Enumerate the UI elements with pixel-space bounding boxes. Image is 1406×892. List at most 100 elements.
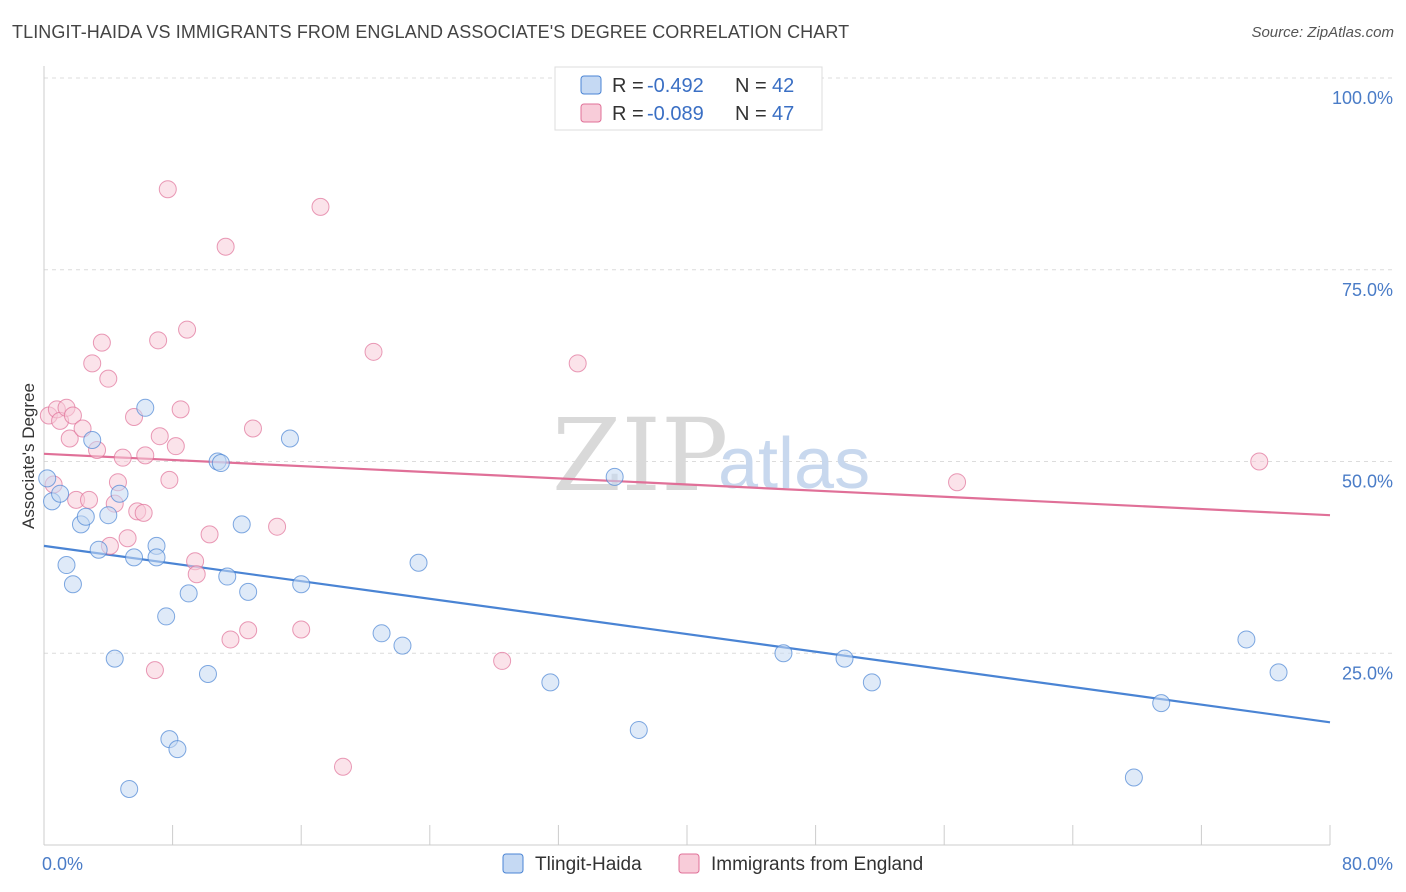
legend-r-value-england: -0.089	[647, 103, 704, 125]
point-tlingit-39	[1152, 694, 1171, 713]
point-tlingit-4	[63, 575, 82, 594]
point-england-25	[150, 427, 169, 446]
point-england-26	[158, 180, 177, 199]
point-england-22	[136, 446, 155, 465]
series-legend-swatch-tlingit	[502, 853, 524, 874]
y-axis-label: Associate's Degree	[19, 383, 38, 529]
point-tlingit-8	[89, 540, 108, 559]
trend-line-tlingit	[43, 544, 1331, 724]
legend-n-value-england: 47	[772, 103, 794, 125]
series-legend-label-tlingit: Tlingit-Haida	[535, 854, 642, 875]
point-tlingit-25	[232, 515, 251, 534]
point-england-9	[80, 490, 99, 509]
point-england-13	[99, 369, 118, 388]
y-tick-label-3: 25.0%	[1342, 663, 1393, 683]
point-tlingit-41	[1269, 663, 1288, 682]
point-tlingit-35	[774, 644, 793, 663]
point-england-8	[73, 419, 92, 438]
gridlines	[44, 77, 1392, 654]
point-tlingit-14	[136, 398, 155, 417]
x-tick-label-min: 0.0%	[42, 854, 83, 874]
legend-swatch-tlingit	[580, 75, 602, 95]
series-legend-label-england: Immigrants from England	[711, 854, 923, 875]
point-tlingit-10	[105, 649, 124, 668]
point-tlingit-27	[280, 429, 299, 448]
point-tlingit-31	[409, 553, 428, 572]
point-england-36	[239, 621, 258, 640]
legend-n-label-england: N =	[735, 103, 767, 125]
point-england-21	[134, 503, 153, 522]
point-tlingit-36	[835, 649, 854, 668]
point-tlingit-33	[605, 467, 624, 486]
point-tlingit-9	[99, 506, 118, 525]
point-england-24	[149, 331, 168, 350]
point-tlingit-32	[541, 673, 560, 692]
source-label: Source: ZipAtlas.com	[1251, 24, 1394, 41]
point-tlingit-6	[76, 507, 95, 526]
point-england-44	[568, 354, 587, 373]
point-england-30	[178, 320, 197, 339]
point-tlingit-12	[120, 780, 139, 799]
point-tlingit-30	[393, 636, 412, 655]
y-tick-label-0: 100.0%	[1332, 88, 1393, 108]
point-tlingit-2	[51, 484, 70, 503]
y-tick-label-1: 75.0%	[1342, 280, 1393, 300]
point-tlingit-29	[372, 624, 391, 643]
legend-r-label-england: R =	[612, 103, 644, 125]
legend-swatch-england	[580, 103, 602, 123]
y-tick-label-2: 50.0%	[1342, 472, 1393, 492]
point-england-28	[166, 437, 185, 456]
point-england-27	[160, 470, 179, 489]
point-tlingit-16	[147, 548, 166, 567]
point-england-43	[493, 651, 512, 670]
point-tlingit-13	[125, 548, 144, 567]
point-tlingit-37	[862, 673, 881, 692]
point-tlingit-28	[292, 575, 311, 594]
point-england-29	[171, 400, 190, 419]
y-tick-labels: 100.0% 75.0% 50.0% 25.0%	[1332, 88, 1393, 683]
point-tlingit-17	[157, 607, 176, 626]
point-england-41	[333, 757, 352, 776]
axes	[43, 66, 1331, 846]
point-tlingit-38	[1124, 768, 1143, 787]
chart-title: TLINGIT-HAIDA VS IMMIGRANTS FROM ENGLAND…	[12, 22, 850, 42]
point-tlingit-11	[110, 484, 129, 503]
point-england-17	[113, 448, 132, 467]
series-legend: Tlingit-Haida Immigrants from England	[502, 853, 923, 875]
point-tlingit-40	[1237, 630, 1256, 649]
legend-n-label-tlingit: N =	[735, 75, 767, 97]
stats-legend: R = -0.492 N = 42 R = -0.089 N = 47	[554, 66, 823, 131]
point-england-38	[268, 517, 287, 536]
point-england-33	[200, 525, 219, 544]
point-tlingit-0	[38, 469, 57, 488]
watermark-zip: ZIP	[552, 397, 728, 514]
point-england-40	[311, 197, 330, 216]
series-legend-swatch-england	[678, 853, 700, 874]
point-england-32	[187, 565, 206, 584]
trend-line-england	[43, 452, 1331, 517]
point-tlingit-24	[218, 567, 237, 586]
legend-n-value-tlingit: 42	[772, 75, 794, 97]
point-england-35	[221, 630, 240, 649]
point-england-23	[145, 661, 164, 680]
x-tick-label-max: 80.0%	[1342, 854, 1393, 874]
data-points	[38, 180, 1288, 799]
legend-r-label-tlingit: R =	[612, 75, 644, 97]
point-england-6	[63, 406, 82, 425]
point-england-46	[1250, 452, 1269, 471]
point-england-18	[118, 529, 137, 548]
point-england-39	[292, 620, 311, 639]
point-tlingit-23	[211, 454, 230, 473]
point-tlingit-21	[198, 664, 217, 683]
point-england-12	[92, 333, 111, 352]
point-tlingit-20	[179, 584, 198, 603]
point-england-10	[83, 354, 102, 373]
point-tlingit-3	[57, 556, 76, 575]
point-tlingit-7	[83, 431, 102, 450]
point-england-45	[948, 473, 967, 492]
point-england-42	[364, 342, 383, 361]
point-tlingit-26	[239, 582, 258, 601]
point-england-5	[60, 429, 79, 448]
point-england-37	[243, 419, 262, 438]
